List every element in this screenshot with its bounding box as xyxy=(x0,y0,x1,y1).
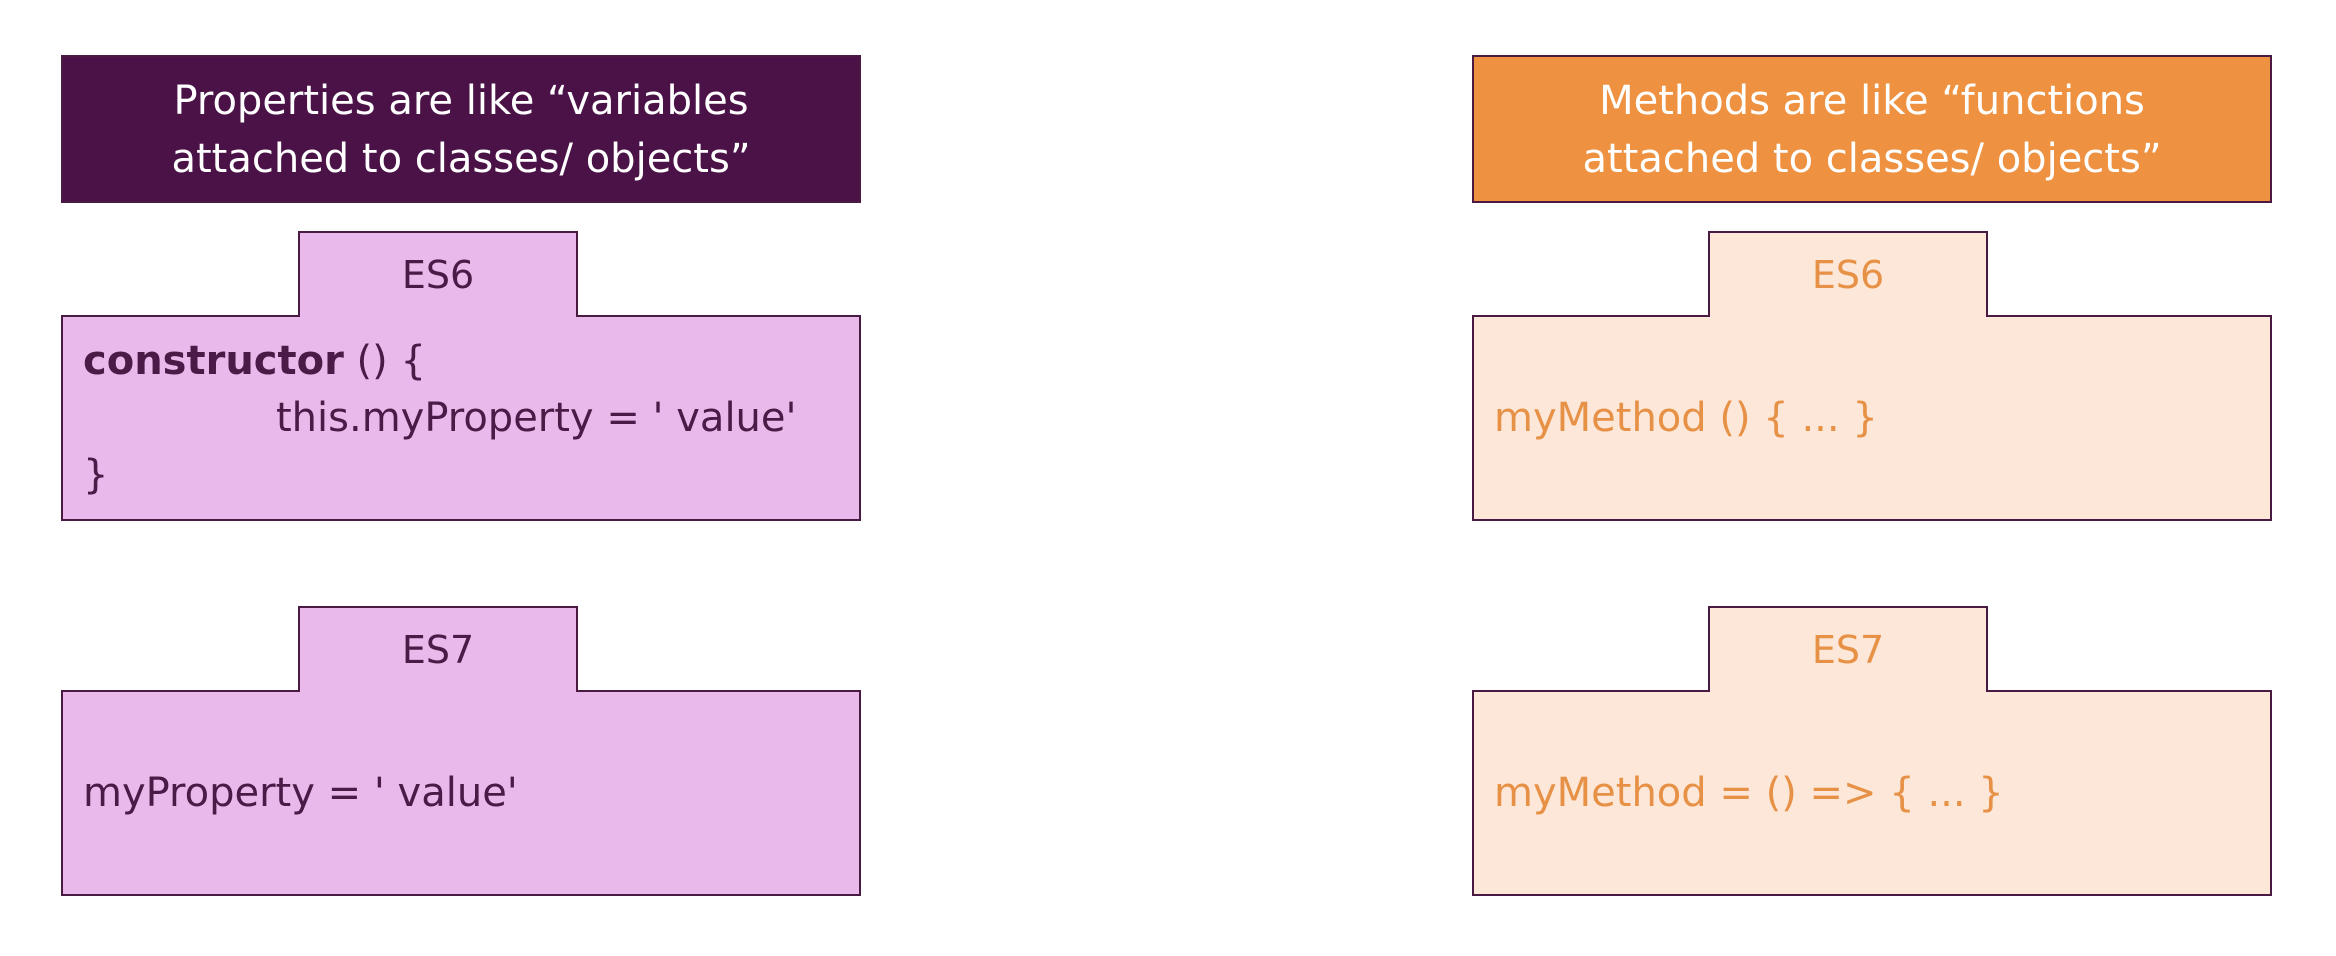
properties-header-line2: attached to classes/ objects” xyxy=(171,136,751,182)
properties-header: Properties are like “variables attached … xyxy=(61,55,861,203)
methods-es6-box: myMethod () { ... } xyxy=(1472,315,2272,521)
methods-es6-code: myMethod () { ... } xyxy=(1494,394,1878,441)
properties-es6-tab-label: ES6 xyxy=(401,253,475,297)
methods-header-line2: attached to classes/ objects” xyxy=(1582,136,2162,182)
methods-es7-box: myMethod = () => { ... } xyxy=(1472,690,2272,896)
properties-es7-tab: ES7 xyxy=(298,606,578,692)
properties-header-line1: Properties are like “variables xyxy=(173,78,749,124)
properties-es7-code: myProperty = ' value' xyxy=(83,769,518,816)
methods-es6-tab: ES6 xyxy=(1708,231,1988,317)
methods-es6-tab-label: ES6 xyxy=(1811,253,1885,297)
properties-es7-box: myProperty = ' value' xyxy=(61,690,861,896)
properties-es6-line3: } xyxy=(83,451,109,498)
properties-es6-box: constructor () { this.myProperty = ' val… xyxy=(61,315,861,521)
methods-es7-tab: ES7 xyxy=(1708,606,1988,692)
methods-es7-tab-label: ES7 xyxy=(1811,628,1885,672)
properties-es7-tab-label: ES7 xyxy=(401,628,475,672)
constructor-keyword: constructor xyxy=(83,337,344,384)
properties-es6-line1: constructor () { xyxy=(83,333,859,390)
properties-es6-tab: ES6 xyxy=(298,231,578,317)
methods-header: Methods are like “functions attached to … xyxy=(1472,55,2272,203)
methods-header-line1: Methods are like “functions xyxy=(1599,78,2145,124)
methods-es7-code: myMethod = () => { ... } xyxy=(1494,769,2004,816)
constructor-parens: () { xyxy=(343,337,426,384)
properties-es6-line2: this.myProperty = ' value' xyxy=(276,394,797,441)
